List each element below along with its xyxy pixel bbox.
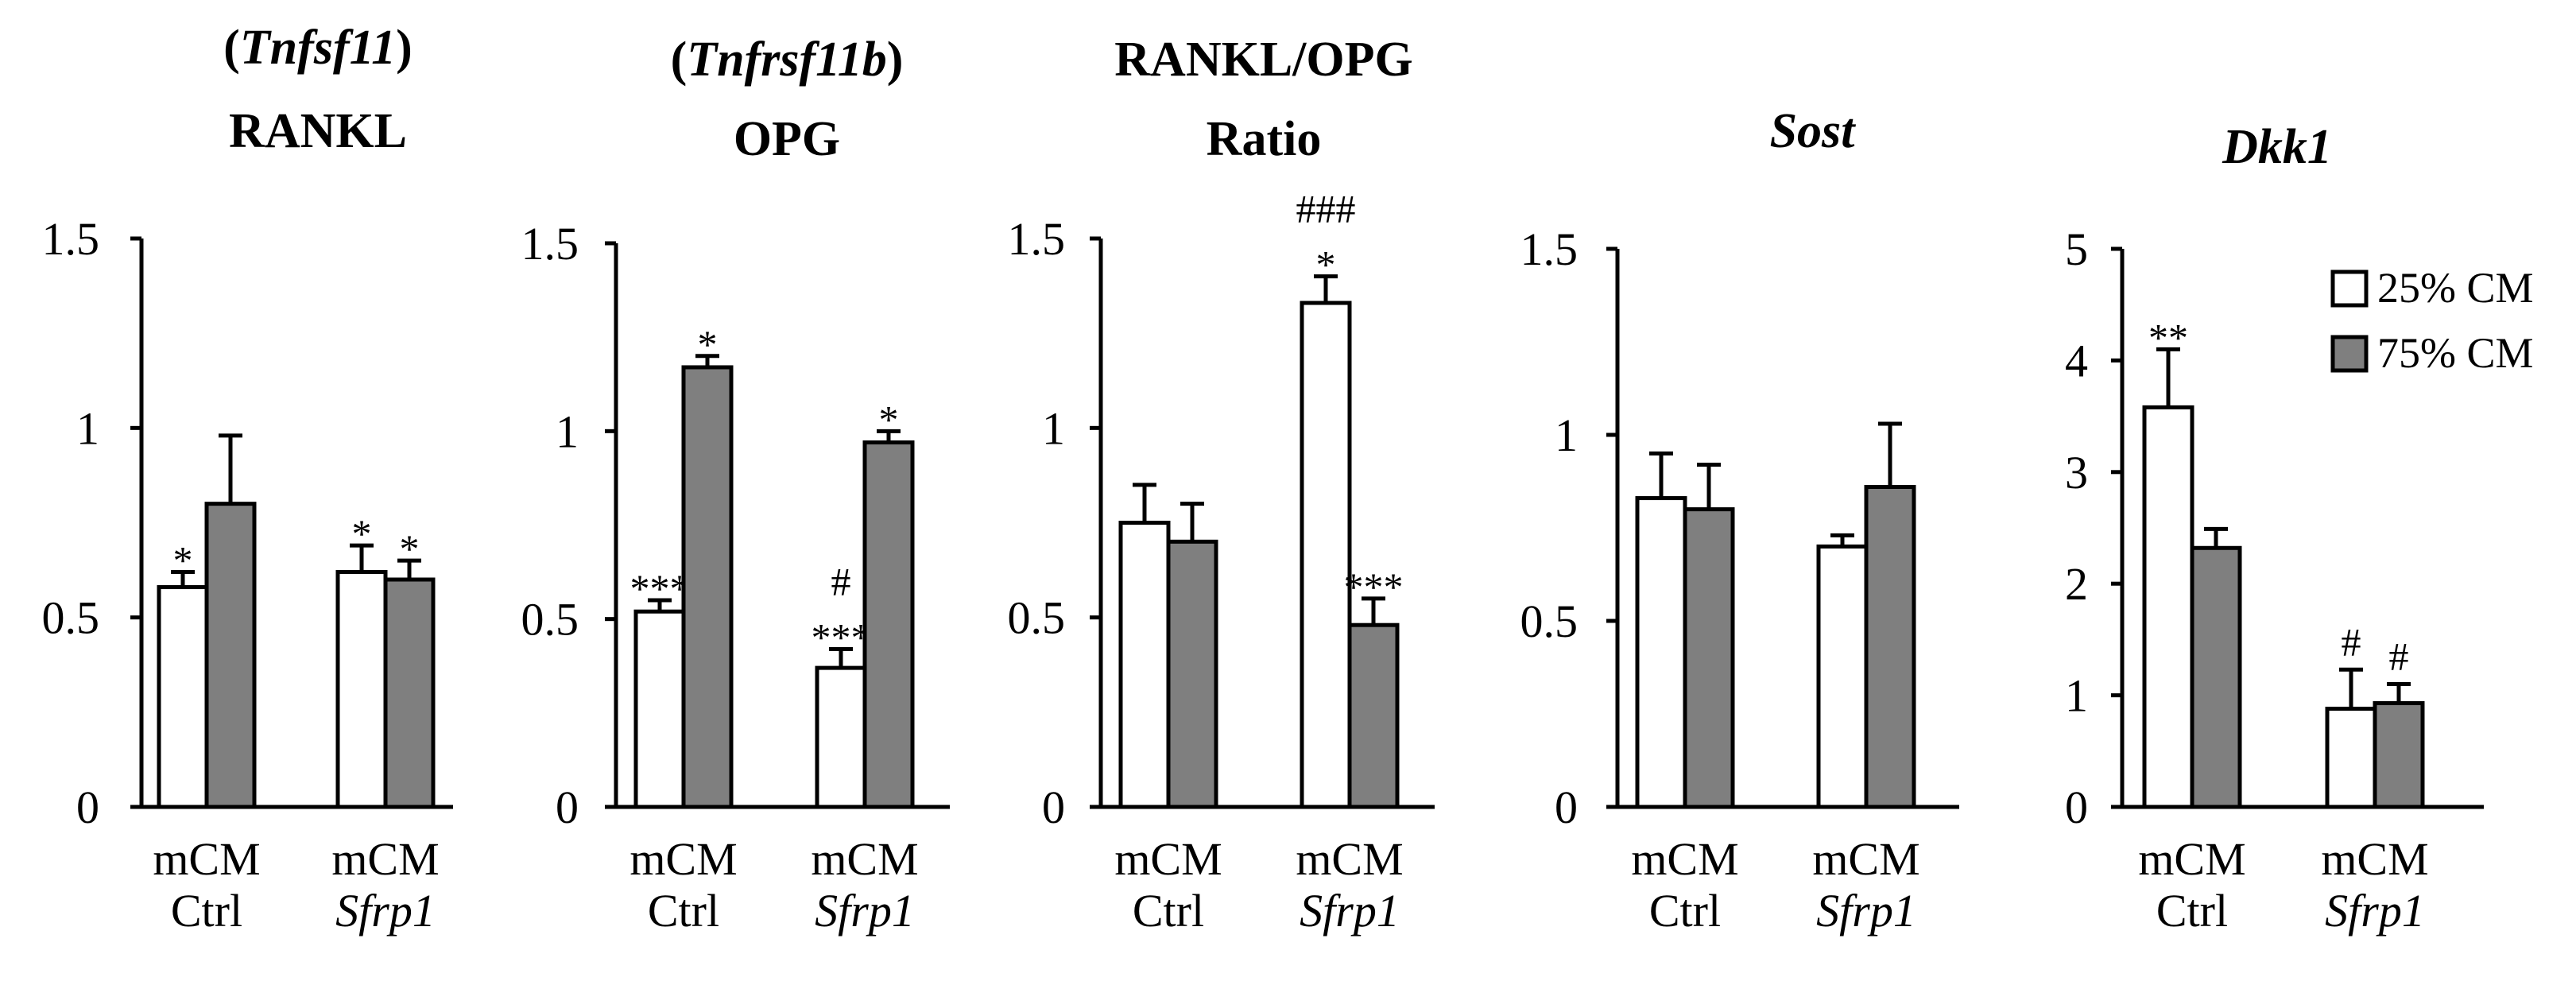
- significance-hash: #: [2389, 634, 2409, 679]
- significance-star: *: [173, 537, 193, 582]
- category-label: Ctrl: [2156, 885, 2228, 937]
- chart-title-line: RANKL/OPG: [1114, 33, 1412, 87]
- category-label: Sfrp1: [2325, 885, 2425, 937]
- y-tick-label: 1.5: [1520, 223, 1579, 275]
- bar: [1347, 622, 1400, 809]
- category-label: mCM: [331, 833, 439, 885]
- chart-title-line: Ratio: [1207, 112, 1322, 166]
- category-label: mCM: [1812, 833, 1919, 885]
- y-tick-label: 1: [2065, 670, 2088, 722]
- y-tick-label: 0: [1555, 781, 1578, 833]
- category-label: mCM: [153, 833, 260, 885]
- y-tick-label: 0: [2065, 781, 2088, 833]
- chart-panel-2: (Tnfrsf11b)OPG00.511.5******#**mCMCtrlmC…: [521, 33, 950, 937]
- category-label: Sfrp1: [1300, 885, 1400, 937]
- bar: [204, 502, 257, 809]
- bar: [335, 569, 388, 809]
- significance-star: ***: [812, 615, 871, 659]
- bar: [2142, 405, 2194, 809]
- category-label: Sfrp1: [815, 885, 915, 937]
- significance-star: *: [352, 511, 372, 556]
- significance-hash: #: [831, 559, 851, 603]
- y-tick-label: 0.5: [521, 594, 579, 646]
- significance-star: *: [879, 397, 899, 441]
- y-tick-label: 1: [76, 402, 99, 454]
- y-tick-label: 1.5: [1008, 213, 1066, 265]
- bar: [2325, 706, 2377, 809]
- category-label: mCM: [1114, 833, 1222, 885]
- bar: [862, 440, 915, 809]
- y-tick-label: 0.5: [1520, 595, 1579, 647]
- bar: [1118, 521, 1171, 809]
- y-tick-label: 0: [1042, 781, 1065, 833]
- chart-title-line: Dkk1: [2222, 120, 2332, 174]
- bar: [383, 577, 436, 809]
- significance-star: *: [698, 322, 718, 366]
- chart-title-line: Sost: [1770, 104, 1857, 158]
- bar: [2373, 700, 2425, 809]
- category-label: Sfrp1: [335, 885, 436, 937]
- legend-swatch: [2330, 335, 2369, 373]
- category-label: mCM: [2138, 833, 2245, 885]
- significance-star: **: [2148, 315, 2188, 359]
- significance-hash: #: [2342, 619, 2361, 664]
- y-tick-label: 3: [2065, 447, 2088, 498]
- category-label: mCM: [2321, 833, 2428, 885]
- bar: [1300, 301, 1352, 809]
- category-label: Sfrp1: [1816, 885, 1916, 937]
- y-tick-label: 4: [2065, 335, 2088, 386]
- significance-star: *: [400, 526, 420, 571]
- category-label: mCM: [1296, 833, 1403, 885]
- legend-label: 75% CM: [2377, 329, 2534, 377]
- y-tick-label: 0: [556, 781, 579, 833]
- chart-title-line: RANKL: [229, 104, 407, 158]
- bar: [157, 585, 209, 809]
- chart-title-line: (Tnfsf11): [223, 21, 413, 75]
- chart-title-line: (Tnfrsf11b): [671, 33, 904, 87]
- significance-star: *: [1316, 242, 1336, 287]
- legend-swatch: [2330, 270, 2369, 308]
- bar: [1635, 496, 1687, 809]
- y-tick-label: 0.5: [42, 592, 100, 644]
- significance-star: ***: [1344, 564, 1404, 609]
- significance-hash: ###: [1296, 187, 1356, 231]
- y-tick-label: 0.5: [1008, 592, 1066, 644]
- bar: [1166, 539, 1218, 809]
- chart-title-line: OPG: [734, 112, 840, 166]
- category-label: mCM: [1631, 833, 1738, 885]
- y-tick-label: 1.5: [42, 213, 100, 265]
- y-tick-label: 1: [1042, 402, 1065, 454]
- significance-star: ***: [630, 566, 690, 611]
- category-label: mCM: [629, 833, 737, 885]
- bar: [633, 609, 686, 809]
- y-tick-label: 2: [2065, 558, 2088, 610]
- bar: [1816, 544, 1869, 809]
- bar: [1683, 507, 1735, 809]
- y-tick-label: 1: [1555, 409, 1578, 461]
- category-label: Ctrl: [171, 885, 242, 937]
- bar: [2190, 545, 2242, 809]
- y-tick-label: 1.5: [521, 218, 579, 270]
- bar: [815, 665, 867, 809]
- legend-label: 25% CM: [2377, 264, 2534, 312]
- bar: [1864, 485, 1916, 809]
- bar: [681, 365, 734, 809]
- legend: 25% CM 75% CM: [2330, 264, 2534, 377]
- y-tick-label: 1: [556, 405, 579, 457]
- category-label: Ctrl: [1133, 885, 1204, 937]
- category-label: Ctrl: [648, 885, 719, 937]
- y-tick-label: 0: [76, 781, 99, 833]
- y-tick-label: 5: [2065, 223, 2088, 275]
- category-label: mCM: [811, 833, 918, 885]
- category-label: Ctrl: [1649, 885, 1721, 937]
